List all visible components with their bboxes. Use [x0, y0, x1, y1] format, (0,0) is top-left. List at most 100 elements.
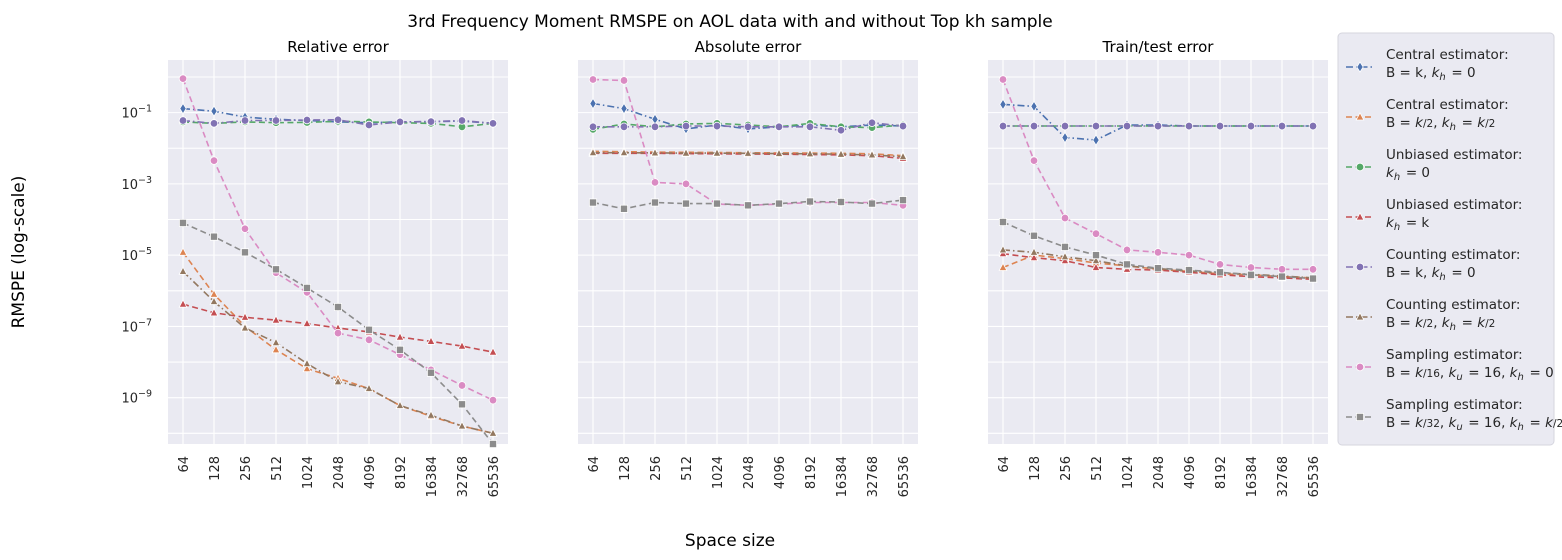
data-point — [209, 296, 219, 305]
legend-entry: Counting estimator: B = k, kh = 0 — [1346, 247, 1520, 283]
legend-marker — [1355, 311, 1365, 321]
data-point — [1029, 156, 1039, 165]
data-point — [1060, 121, 1070, 131]
data-point — [999, 98, 1007, 111]
data-point — [426, 368, 435, 377]
data-point — [1309, 274, 1318, 283]
panel-title: Relative error — [287, 38, 389, 56]
data-point — [1123, 260, 1132, 269]
data-point — [488, 439, 497, 448]
data-point — [302, 318, 312, 327]
data-point — [271, 315, 281, 324]
data-point — [457, 420, 467, 430]
legend-marker — [1355, 211, 1365, 221]
data-point — [650, 122, 660, 132]
data-point — [998, 244, 1008, 254]
data-point — [620, 204, 629, 213]
x-tick-label: 2048 — [742, 456, 757, 489]
data-point — [744, 201, 753, 210]
data-point — [271, 116, 281, 125]
data-point — [589, 97, 597, 110]
data-point — [333, 376, 343, 386]
y-tick-label: 10−3 — [121, 175, 152, 193]
data-point — [619, 76, 629, 85]
x-tick-label: 1024 — [711, 456, 726, 489]
data-point — [178, 299, 188, 308]
data-point — [743, 148, 753, 157]
data-point — [1246, 121, 1256, 131]
data-point — [179, 102, 187, 115]
data-point — [488, 428, 498, 437]
data-point — [1030, 231, 1039, 240]
data-point — [837, 198, 846, 207]
data-point — [1030, 100, 1038, 113]
x-tick-label: 65536 — [1307, 456, 1322, 497]
data-point — [1247, 270, 1256, 279]
data-point — [364, 325, 373, 334]
data-point — [1154, 264, 1163, 273]
data-point — [302, 283, 311, 292]
data-point — [998, 121, 1008, 131]
legend-sublabel: B = k/16, ku = 16, kh = 0 — [1386, 365, 1554, 383]
legend-label: Unbiased estimator: — [1386, 197, 1522, 213]
data-point — [588, 147, 598, 157]
data-point — [774, 148, 784, 157]
data-point — [457, 400, 466, 409]
legend-label: Central estimator: — [1386, 47, 1509, 63]
data-point — [209, 232, 218, 241]
series-5 — [178, 115, 498, 130]
x-tick-label: 2048 — [332, 456, 347, 489]
data-point — [1308, 121, 1318, 131]
data-point — [1091, 229, 1101, 238]
data-point — [488, 347, 498, 356]
series-5 — [588, 118, 908, 135]
data-point — [395, 345, 404, 354]
data-point — [1153, 121, 1163, 131]
data-point — [619, 122, 629, 132]
legend-sublabel: B = k/2, kh = k/2 — [1386, 315, 1495, 333]
legend-sublabel: B = k/2, kh = k/2 — [1386, 115, 1495, 133]
data-point — [395, 400, 405, 409]
data-point — [681, 121, 691, 131]
data-point — [589, 198, 598, 207]
x-tick-label: 512 — [270, 456, 285, 481]
x-tick-label: 1024 — [1121, 456, 1136, 489]
data-point — [395, 117, 405, 127]
panel-title: Train/test error — [1102, 38, 1215, 56]
data-point — [364, 120, 374, 130]
x-tick-label: 128 — [208, 456, 223, 481]
data-point — [1091, 262, 1101, 271]
data-point — [712, 148, 722, 157]
data-point — [302, 363, 312, 373]
data-point — [681, 148, 691, 157]
data-point — [271, 265, 280, 274]
data-point — [775, 199, 784, 208]
data-point — [588, 75, 598, 84]
legend-entry: Central estimator: B = k, kh = 0 — [1346, 47, 1509, 83]
x-tick-label: 8192 — [1214, 456, 1229, 489]
legend-entry: Counting estimator: B = k/2, kh = k/2 — [1346, 297, 1520, 333]
data-point — [1060, 213, 1070, 223]
panel-train-test-error: Train/test error 64 128 256 512 1024 2048 4096 8… — [988, 38, 1328, 497]
data-point — [426, 410, 436, 419]
legend-label: Counting estimator: — [1386, 247, 1520, 263]
legend-label: Counting estimator: — [1386, 297, 1520, 313]
data-point — [178, 116, 188, 125]
legend-entry: Central estimator: B = k/2, kh = k/2 — [1346, 97, 1509, 133]
series-5 — [998, 121, 1318, 131]
data-point — [457, 381, 467, 390]
data-point — [1215, 121, 1225, 131]
legend-sublabel: B = k, kh = 0 — [1386, 65, 1476, 83]
data-point — [1277, 121, 1287, 131]
data-point — [1278, 272, 1287, 281]
data-point — [682, 199, 691, 208]
data-point — [1216, 268, 1225, 277]
series-8 — [999, 218, 1318, 283]
legend-label: Sampling estimator: — [1386, 397, 1523, 413]
x-tick-label: 32768 — [456, 456, 471, 497]
data-point — [457, 116, 467, 125]
x-axis-label: Space size — [685, 531, 775, 551]
data-point — [488, 395, 498, 405]
